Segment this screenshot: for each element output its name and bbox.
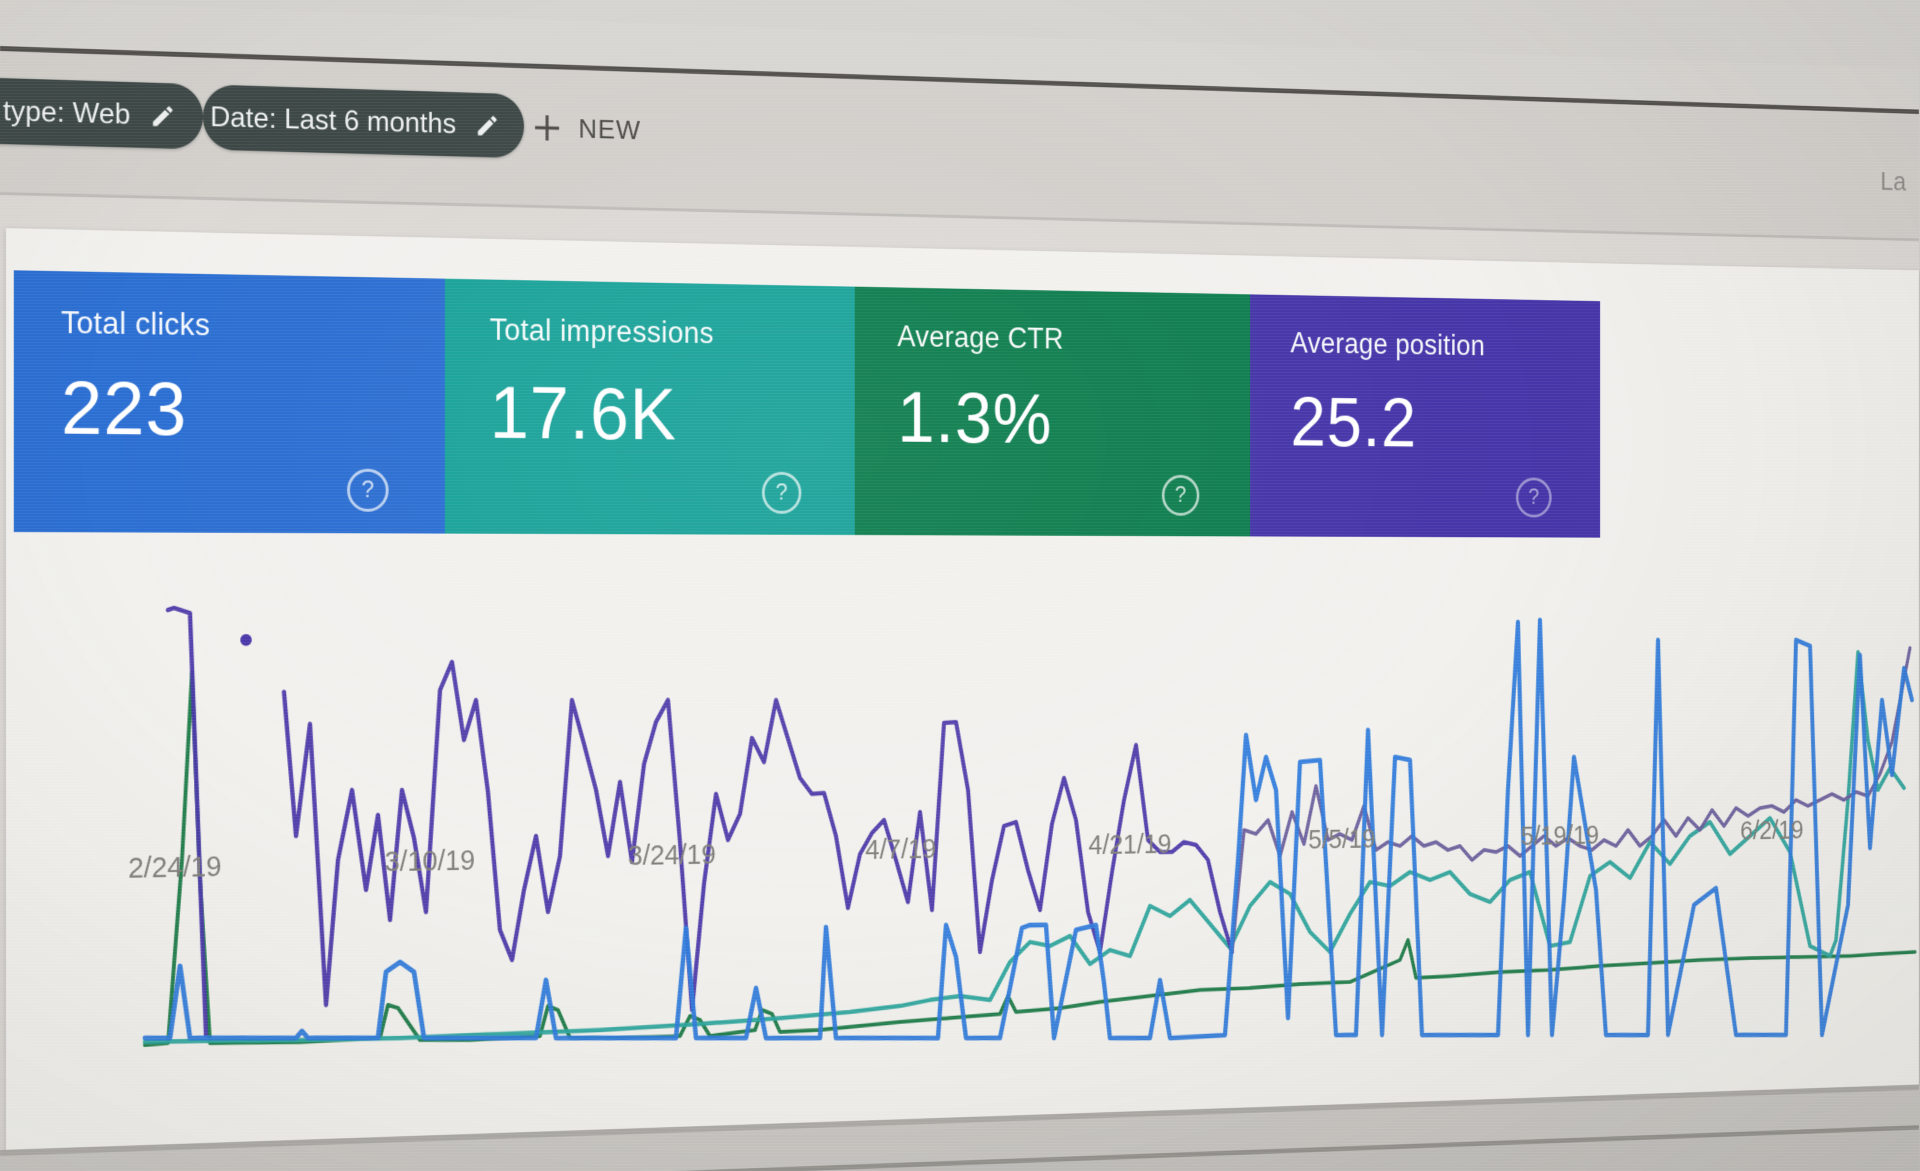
card-total-clicks[interactable]: Total clicks 223 ?	[13, 270, 445, 534]
card-total-impressions[interactable]: Total impressions 17.6K ?	[444, 278, 855, 536]
last-updated-partial-text: La	[1880, 166, 1907, 197]
pencil-icon[interactable]	[475, 112, 500, 139]
chip-label: Date: Last 6 months	[210, 100, 457, 140]
x-axis-label: 3/10/19	[384, 845, 476, 878]
card-value: 1.3%	[897, 377, 1053, 459]
x-axis-label: 2/24/19	[128, 850, 222, 885]
card-value: 223	[61, 365, 188, 452]
help-icon[interactable]: ?	[1515, 477, 1552, 518]
date-filter-chip[interactable]: Date: Last 6 months	[202, 84, 524, 159]
card-average-position[interactable]: Average position 25.2 ?	[1250, 294, 1601, 538]
help-icon[interactable]: ?	[347, 468, 389, 512]
card-label: Total clicks	[61, 305, 211, 343]
chip-label: type: Web	[2, 94, 131, 131]
x-axis-label: 3/24/19	[627, 839, 716, 872]
pencil-icon[interactable]	[150, 102, 176, 129]
help-icon[interactable]: ?	[1161, 474, 1200, 516]
search-type-filter-chip[interactable]: type: Web	[0, 75, 203, 150]
card-value: 17.6K	[489, 371, 677, 456]
plus-icon	[531, 111, 562, 145]
card-label: Average CTR	[897, 319, 1064, 356]
x-axis-label: 5/5/19	[1308, 824, 1376, 855]
new-button-label: NEW	[578, 113, 641, 146]
x-axis-label: 6/2/19	[1740, 815, 1804, 846]
card-label: Total impressions	[489, 312, 714, 350]
x-axis-label: 5/19/19	[1520, 820, 1600, 851]
help-icon[interactable]: ?	[761, 471, 802, 514]
new-filter-button[interactable]: NEW	[531, 106, 641, 152]
card-label: Average position	[1290, 326, 1486, 362]
card-value: 25.2	[1290, 382, 1417, 463]
x-axis-label: 4/7/19	[865, 833, 937, 866]
card-average-ctr[interactable]: Average CTR 1.3% ?	[854, 286, 1251, 537]
metric-cards-row: Total clicks 223 ? Total impressions 17.…	[13, 270, 1601, 538]
position-point-dot	[240, 634, 252, 646]
x-axis-label: 4/21/19	[1088, 829, 1172, 861]
